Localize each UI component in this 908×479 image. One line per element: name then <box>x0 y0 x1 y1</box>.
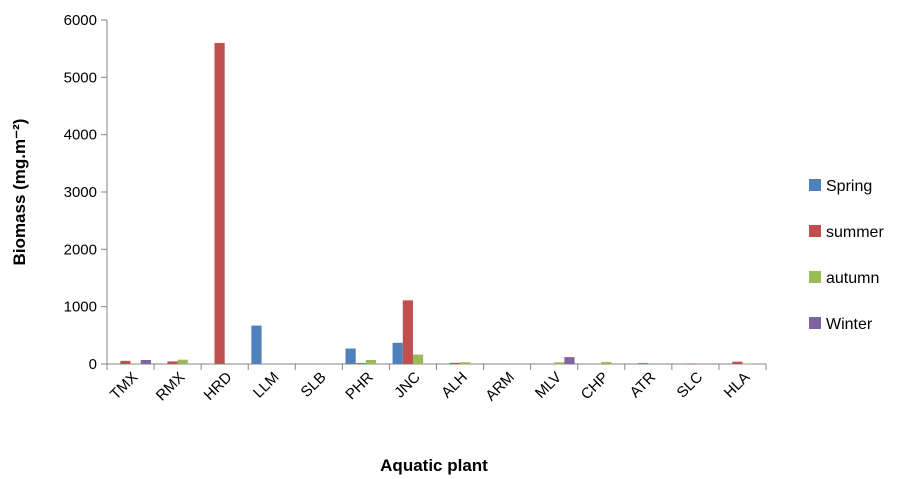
bar-summer-atr <box>638 363 649 364</box>
legend-swatch <box>809 225 821 237</box>
bar-spring-phr <box>345 348 356 364</box>
bar-summer-alh <box>449 362 461 364</box>
y-tick-label: 6000 <box>64 12 97 29</box>
legend-label: autumn <box>826 270 879 287</box>
bar-spring-jnc <box>392 342 403 364</box>
x-tick-label: JNC <box>391 369 424 402</box>
y-tick-label: 2000 <box>64 241 97 258</box>
x-tick-label: RMX <box>153 369 189 405</box>
x-tick-label: SLC <box>674 369 707 402</box>
y-axis-title: Biomass (mg.m⁻²) <box>10 119 29 266</box>
bar-autumn-rmx <box>177 359 188 364</box>
bars <box>120 42 753 365</box>
bar-summer-slc <box>685 363 696 365</box>
y-tick-label: 5000 <box>64 69 97 86</box>
x-axis-title: Aquatic plant <box>380 456 488 475</box>
legend-swatch <box>809 317 821 329</box>
bar-autumn-alh <box>460 362 471 364</box>
bar-summer-hla <box>732 361 743 364</box>
bar-summer-rmx <box>167 361 178 364</box>
x-tick-label: HLA <box>721 369 754 402</box>
bar-autumn-hla <box>742 363 753 365</box>
x-tick-label: ALH <box>438 369 471 402</box>
bar-winter-mlv <box>564 357 575 364</box>
x-tick-label: ATR <box>627 369 660 402</box>
legend-swatch <box>809 271 821 283</box>
legend-label: Spring <box>826 178 872 195</box>
bar-winter-tmx <box>140 359 151 364</box>
x-tick-label: ARM <box>482 369 518 405</box>
x-axis: TMX RMX HRD LLM SLB PHR JNC ALH ARM MLV CHP ATR SLC H… <box>106 363 767 405</box>
y-tick-label: 1000 <box>64 299 97 316</box>
bar-autumn-chp <box>601 361 612 364</box>
y-tick-label: 0 <box>89 356 97 373</box>
legend-label: summer <box>826 224 884 241</box>
bar-spring-llm <box>251 325 262 364</box>
legend: Spring summer autumn Winter <box>809 178 884 333</box>
x-tick-label: HRD <box>201 369 236 404</box>
bar-autumn-tmx <box>130 363 141 364</box>
bar-summer-jnc <box>402 300 413 364</box>
bar-summer-tmx <box>120 360 131 364</box>
x-tick-label: SLB <box>298 369 330 401</box>
x-tick-label: MLV <box>532 369 565 402</box>
legend-swatch <box>809 179 821 191</box>
y-axis: 0 1000 2000 3000 4000 5000 6000 <box>64 12 108 373</box>
x-tick-label: CHP <box>578 369 612 403</box>
legend-label: Winter <box>826 316 873 333</box>
bar-autumn-jnc <box>412 354 424 364</box>
y-tick-label: 4000 <box>64 127 97 144</box>
bar-autumn-phr <box>365 359 377 364</box>
x-tick-label: PHR <box>342 369 377 404</box>
bar-summer-hrd <box>214 42 225 364</box>
y-tick-label: 3000 <box>64 184 97 201</box>
bar-summer-phr <box>355 363 366 364</box>
bar-autumn-mlv <box>554 362 565 364</box>
x-tick-label: TMX <box>107 369 141 403</box>
x-tick-label: LLM <box>250 369 283 402</box>
